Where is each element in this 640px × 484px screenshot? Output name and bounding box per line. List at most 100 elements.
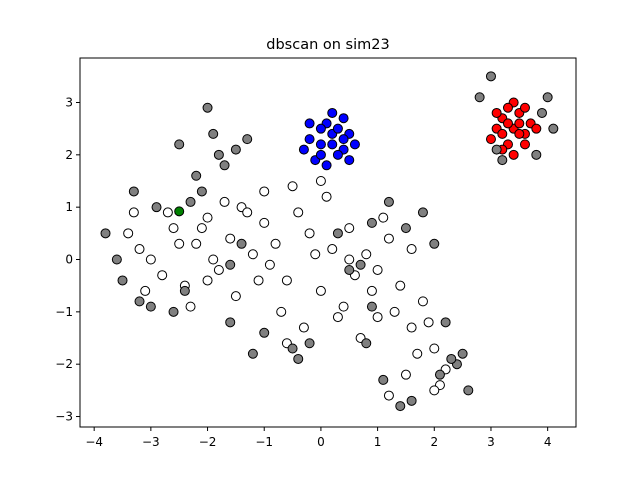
point-cluster_main — [213, 264, 224, 275]
point-cluster_main — [429, 343, 440, 354]
point-noise — [259, 327, 270, 338]
x-tick-label: −3 — [142, 435, 160, 449]
point-noise — [491, 144, 502, 155]
point-cluster_top — [338, 113, 349, 124]
x-tick-label: −1 — [255, 435, 273, 449]
point-noise — [202, 102, 213, 113]
point-cluster_main — [123, 228, 134, 239]
x-tick-label: 3 — [487, 435, 495, 449]
y-tick-label: −3 — [55, 410, 73, 424]
point-cluster_main — [361, 249, 372, 260]
point-cluster_main — [208, 254, 219, 265]
point-cluster_main — [287, 181, 298, 192]
point-noise — [383, 196, 394, 207]
point-noise — [417, 207, 428, 218]
point-cluster_main — [383, 390, 394, 401]
point-noise — [400, 223, 411, 234]
point-cluster_right — [519, 139, 530, 150]
point-cluster_top — [321, 160, 332, 171]
point-cluster_main — [140, 285, 151, 296]
point-cluster_small — [174, 206, 185, 217]
point-cluster_main — [259, 186, 270, 197]
x-tick-label: −2 — [199, 435, 217, 449]
point-noise — [366, 217, 377, 228]
point-cluster_main — [253, 275, 264, 286]
y-tick-label: −2 — [55, 357, 73, 371]
point-cluster_top — [349, 139, 360, 150]
point-cluster_main — [344, 254, 355, 265]
point-cluster_right — [514, 128, 525, 139]
point-cluster_right — [502, 118, 513, 129]
point-noise — [536, 107, 547, 118]
point-noise — [287, 343, 298, 354]
point-noise — [191, 170, 202, 181]
point-cluster_main — [429, 385, 440, 396]
point-cluster_main — [191, 238, 202, 249]
point-cluster_top — [298, 144, 309, 155]
point-cluster_right — [514, 118, 525, 129]
plot-points — [100, 71, 559, 412]
point-cluster_top — [304, 134, 315, 145]
point-noise — [100, 228, 111, 239]
point-cluster_right — [508, 149, 519, 160]
point-cluster_main — [174, 238, 185, 249]
point-cluster_main — [219, 196, 230, 207]
point-cluster_main — [344, 223, 355, 234]
point-noise — [304, 338, 315, 349]
point-cluster_top — [344, 155, 355, 166]
point-cluster_right — [497, 128, 508, 139]
y-tick-label: 2 — [65, 148, 73, 162]
point-cluster_main — [247, 249, 258, 260]
point-cluster_main — [372, 312, 383, 323]
point-cluster_main — [332, 312, 343, 323]
point-cluster_top — [327, 139, 338, 150]
point-cluster_right — [502, 102, 513, 113]
point-noise — [366, 301, 377, 312]
point-noise — [474, 92, 485, 103]
point-cluster_main — [162, 207, 173, 218]
point-noise — [485, 71, 496, 82]
point-cluster_top — [332, 149, 343, 160]
point-cluster_main — [378, 212, 389, 223]
point-cluster_top — [315, 123, 326, 134]
point-cluster_top — [315, 149, 326, 160]
point-noise — [117, 275, 128, 286]
point-cluster_main — [389, 306, 400, 317]
x-tick-label: 1 — [374, 435, 382, 449]
point-noise — [378, 374, 389, 385]
point-noise — [174, 139, 185, 150]
point-cluster_main — [242, 207, 253, 218]
y-tick-label: 1 — [65, 200, 73, 214]
point-noise — [208, 128, 219, 139]
point-cluster_main — [304, 228, 315, 239]
point-cluster_right — [519, 102, 530, 113]
point-cluster_right — [485, 134, 496, 145]
point-cluster_main — [395, 280, 406, 291]
point-noise — [225, 317, 236, 328]
point-noise — [219, 160, 230, 171]
point-noise — [145, 301, 156, 312]
point-noise — [151, 202, 162, 213]
x-tick-label: 0 — [317, 435, 325, 449]
point-cluster_main — [315, 285, 326, 296]
point-cluster_main — [128, 207, 139, 218]
point-noise — [395, 401, 406, 412]
point-noise — [179, 285, 190, 296]
point-cluster_top — [304, 118, 315, 129]
point-cluster_top — [315, 139, 326, 150]
point-noise — [185, 196, 196, 207]
point-cluster_main — [366, 285, 377, 296]
y-tick-label: 0 — [65, 253, 73, 267]
point-cluster_right — [491, 107, 502, 118]
point-noise — [542, 92, 553, 103]
point-noise — [355, 259, 366, 270]
point-noise — [247, 348, 258, 359]
point-noise — [361, 338, 372, 349]
y-tick-label: −1 — [55, 305, 73, 319]
point-cluster_main — [276, 306, 287, 317]
point-cluster_top — [327, 107, 338, 118]
point-cluster_main — [327, 244, 338, 255]
point-noise — [446, 353, 457, 364]
point-noise — [548, 123, 559, 134]
point-noise — [213, 149, 224, 160]
